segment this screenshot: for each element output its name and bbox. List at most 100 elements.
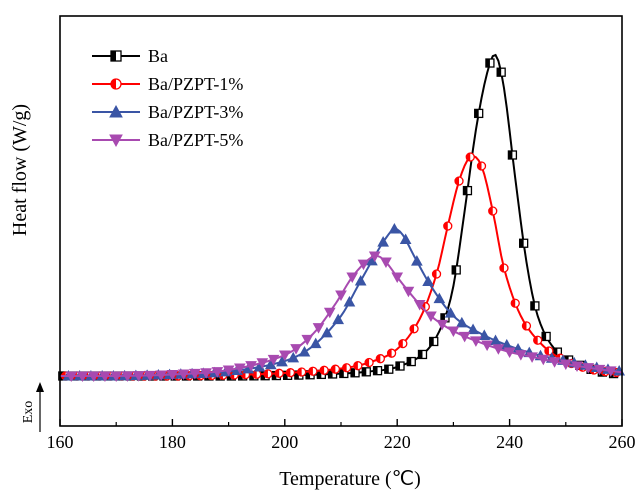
data-point-fill xyxy=(488,207,493,215)
data-point xyxy=(368,251,381,263)
data-point xyxy=(521,321,532,331)
data-point-fill xyxy=(429,337,434,346)
data-point xyxy=(425,311,437,323)
data-point xyxy=(357,259,370,271)
data-point-fill xyxy=(485,59,490,68)
data-point xyxy=(526,352,538,363)
data-point-fill xyxy=(353,361,358,370)
data-point xyxy=(474,108,484,119)
data-point xyxy=(559,359,572,371)
data-point xyxy=(465,152,475,162)
x-axis-title: Temperature (℃) xyxy=(279,468,421,490)
data-point-fill xyxy=(373,366,378,375)
data-point xyxy=(455,316,468,328)
data-point xyxy=(422,275,434,287)
data-point xyxy=(166,370,179,381)
data-point xyxy=(110,371,123,383)
data-point xyxy=(395,361,405,371)
series-1 xyxy=(60,152,623,381)
data-point-fill xyxy=(463,186,468,195)
data-point xyxy=(510,298,520,308)
legend-item-1: Ba/PZPT-1% xyxy=(92,74,243,94)
data-point-fill xyxy=(252,370,257,379)
x-tick-label: 180 xyxy=(159,432,186,452)
data-point-fill xyxy=(398,339,403,348)
data-point xyxy=(417,349,428,360)
series-line xyxy=(60,53,623,377)
data-point xyxy=(377,236,389,247)
series-0 xyxy=(58,53,623,381)
data-point xyxy=(447,326,460,338)
data-point-fill xyxy=(339,369,344,378)
data-point xyxy=(330,364,341,374)
legend-marker xyxy=(109,104,123,118)
legend-marker xyxy=(110,78,122,90)
data-point-fill xyxy=(553,348,558,357)
data-point xyxy=(211,367,224,378)
data-point-fill xyxy=(261,371,266,380)
data-point xyxy=(278,350,291,362)
data-point-fill xyxy=(396,362,401,371)
data-point-fill xyxy=(263,369,268,378)
data-point xyxy=(321,326,333,338)
data-point-fill xyxy=(362,367,367,376)
data-point-fill xyxy=(376,354,381,363)
data-point xyxy=(144,370,156,382)
data-point xyxy=(364,357,374,368)
data-point xyxy=(319,365,329,375)
data-point xyxy=(454,176,464,186)
data-point xyxy=(503,347,516,359)
data-point xyxy=(372,366,383,376)
data-point-fill xyxy=(511,299,516,308)
data-point xyxy=(312,323,325,334)
data-point xyxy=(476,161,487,171)
data-point-fill xyxy=(477,162,482,170)
data-point-fill xyxy=(331,365,336,374)
data-point-fill xyxy=(308,367,313,376)
data-point xyxy=(481,340,493,352)
x-tick-label: 220 xyxy=(384,432,411,452)
data-point-fill xyxy=(317,370,322,379)
data-point-fill xyxy=(508,150,513,159)
data-point xyxy=(132,371,145,382)
data-point xyxy=(298,345,311,357)
data-point xyxy=(222,365,235,377)
legend-label: Ba/PZPT-1% xyxy=(148,74,243,94)
data-point-fill xyxy=(384,365,389,374)
data-point xyxy=(297,367,307,377)
data-point xyxy=(121,371,134,382)
data-point xyxy=(488,206,498,216)
data-point xyxy=(388,222,401,234)
data-point xyxy=(478,329,491,340)
data-point xyxy=(200,368,212,379)
exo-arrow-icon xyxy=(36,382,44,392)
data-point-fill xyxy=(328,369,333,378)
data-point xyxy=(384,364,394,374)
data-point xyxy=(290,344,302,355)
data-point xyxy=(341,363,352,373)
data-point-fill xyxy=(297,367,302,376)
x-tick-label: 200 xyxy=(271,432,298,452)
data-point-fill xyxy=(497,68,502,77)
data-point xyxy=(433,292,446,304)
data-point xyxy=(541,331,551,342)
data-point xyxy=(335,290,347,302)
data-point xyxy=(87,371,100,383)
data-point xyxy=(519,238,529,248)
data-point-fill xyxy=(530,301,535,310)
data-point xyxy=(177,369,190,380)
data-point xyxy=(353,361,363,371)
legend-marker xyxy=(110,50,122,62)
data-point-fill xyxy=(351,368,356,377)
data-point-fill xyxy=(519,239,524,248)
data-point xyxy=(309,337,322,349)
plot-area xyxy=(58,53,626,383)
data-point xyxy=(276,355,288,367)
data-point xyxy=(431,269,442,279)
data-point xyxy=(582,363,595,374)
data-point-fill xyxy=(452,265,457,274)
data-point-fill xyxy=(410,324,415,333)
legend-marker xyxy=(109,134,123,148)
data-point xyxy=(323,307,336,319)
data-point xyxy=(398,338,408,349)
